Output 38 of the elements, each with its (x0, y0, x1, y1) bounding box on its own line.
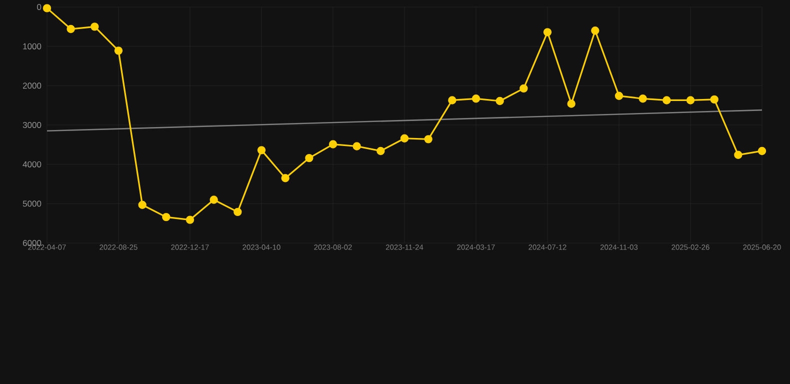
point (376, 146, 385, 156)
point (614, 92, 624, 100)
point (352, 142, 361, 150)
point (138, 200, 146, 209)
point (448, 96, 456, 104)
point (591, 26, 600, 35)
point (520, 84, 528, 93)
point (210, 196, 218, 204)
point (424, 135, 432, 144)
point (710, 95, 718, 104)
point (42, 4, 52, 12)
y-tick-label: 3000 (22, 122, 42, 128)
y-tick-label: 1000 (23, 43, 42, 50)
point (328, 140, 338, 148)
point (543, 28, 552, 36)
y-tick-label: 4000 (22, 161, 42, 168)
point (758, 146, 766, 156)
point (662, 96, 671, 104)
point (305, 154, 314, 162)
y-tick-label: 0 (37, 4, 42, 10)
point (734, 150, 742, 159)
point (90, 22, 99, 31)
point (638, 94, 647, 103)
y-tick-label: 5000 (22, 200, 42, 207)
point (472, 94, 480, 103)
point (66, 24, 75, 34)
y-tick-label: 2000 (22, 82, 42, 89)
point (567, 100, 576, 108)
point (114, 46, 123, 55)
y-tick-label: 6000 (23, 240, 42, 246)
point (257, 146, 266, 154)
point (686, 96, 695, 104)
point (234, 208, 242, 216)
point (186, 216, 194, 224)
point (281, 174, 290, 182)
point (400, 134, 409, 142)
point (496, 96, 504, 106)
point (162, 212, 170, 222)
